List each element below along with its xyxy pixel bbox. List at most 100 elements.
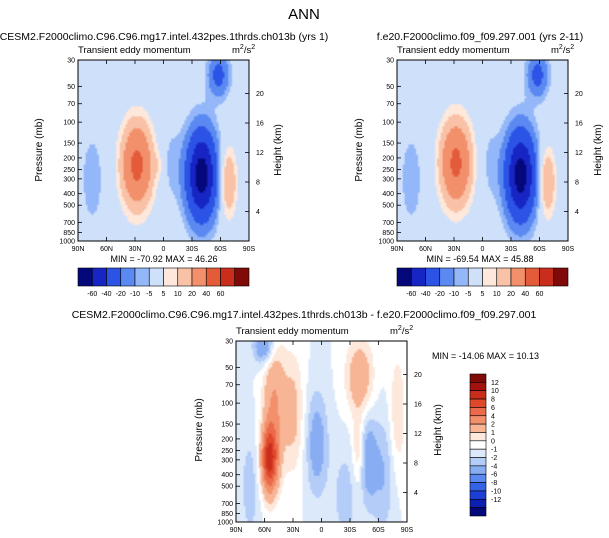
y-tick-label: 200 bbox=[382, 155, 394, 162]
colorbar-label: -5 bbox=[146, 291, 152, 298]
panel-difference: CESM2.F2000climo.C96.C96.mg17.intel.432p… bbox=[72, 309, 539, 534]
y-tick-label: 30 bbox=[225, 339, 233, 346]
contour-field bbox=[397, 60, 568, 241]
y-tick-label: 150 bbox=[221, 422, 233, 429]
colorbar-label: 4 bbox=[491, 413, 495, 420]
colorbar-swatch bbox=[148, 267, 164, 287]
y-tick-label: 700 bbox=[63, 220, 75, 227]
colorbar-label: 5 bbox=[162, 291, 166, 298]
y2-tick-label: 8 bbox=[256, 180, 260, 187]
y-tick-label: 700 bbox=[382, 220, 394, 227]
panel-reference-ylabel: Pressure (mb) bbox=[354, 118, 365, 181]
colorbar-label: -60 bbox=[87, 291, 97, 298]
colorbar-swatch bbox=[482, 267, 498, 287]
y-tick-label: 700 bbox=[221, 501, 233, 508]
colorbar-top: -60 -40 -20 -10 -5 5 10 20 40 60 -60 -40 -20 -10 -5 5 10… bbox=[77, 267, 569, 298]
colorbar-swatch bbox=[106, 267, 122, 287]
colorbar-label: 60 bbox=[536, 291, 544, 298]
figure-title: ANN bbox=[288, 6, 320, 23]
y2-tick-label: 16 bbox=[575, 121, 583, 128]
colorbar-label: -12 bbox=[491, 497, 501, 504]
panel-reference-units: m2/s2 bbox=[551, 44, 574, 56]
panel-reference-stats: MIN = -69.54 MAX = 45.88 bbox=[426, 254, 533, 264]
y2-tick-label: 12 bbox=[414, 431, 422, 438]
contour-field bbox=[78, 60, 249, 241]
colorbar-label: 20 bbox=[188, 291, 196, 298]
colorbar-swatch bbox=[467, 267, 483, 287]
colorbar-swatch bbox=[120, 267, 136, 287]
panel-test-y2label: Height (km) bbox=[273, 124, 284, 176]
colorbar-swatch bbox=[469, 407, 487, 417]
y2-tick-label: 16 bbox=[256, 121, 264, 128]
colorbar-swatch bbox=[469, 423, 487, 433]
colorbar-label: -8 bbox=[491, 480, 497, 487]
colorbar-label: 1 bbox=[491, 430, 495, 437]
colorbar-swatch bbox=[524, 267, 540, 287]
colorbar-swatch bbox=[469, 373, 487, 383]
colorbar-swatch bbox=[91, 267, 107, 287]
colorbar-swatch bbox=[163, 267, 179, 287]
panel-test-stats: MIN = -70.92 MAX = 46.26 bbox=[110, 254, 217, 264]
y2-tick-label: 20 bbox=[256, 91, 264, 98]
colorbar-label: -20 bbox=[435, 291, 445, 298]
x-tick-label: 90S bbox=[562, 246, 575, 253]
x-tick-label: 90S bbox=[401, 527, 414, 534]
y-tick-label: 1000 bbox=[217, 520, 233, 527]
x-tick-label: 30N bbox=[287, 527, 300, 534]
x-tick-label: 60S bbox=[533, 246, 546, 253]
x-tick-label: 60S bbox=[214, 246, 227, 253]
y2-tick-label: 4 bbox=[256, 209, 260, 216]
colorbar-swatch bbox=[177, 267, 193, 287]
colorbar-label: 10 bbox=[491, 388, 499, 395]
y-tick-label: 200 bbox=[221, 436, 233, 443]
y-tick-label: 150 bbox=[63, 141, 75, 148]
y-tick-label: 50 bbox=[225, 365, 233, 372]
panel-test-case-label: CESM2.F2000climo.C96.C96.mg17.intel.432p… bbox=[0, 31, 328, 43]
panel-test-units: m2/s2 bbox=[232, 44, 255, 56]
y-tick-label: 500 bbox=[382, 203, 394, 210]
panel-reference-title: Transient eddy momentum bbox=[397, 45, 510, 56]
colorbar-label: -6 bbox=[491, 472, 497, 479]
colorbar-label: 12 bbox=[491, 380, 499, 387]
panel-test: CESM2.F2000climo.C96.C96.mg17.intel.432p… bbox=[0, 31, 328, 264]
colorbar-label: 2 bbox=[491, 422, 495, 429]
colorbar-label: 8 bbox=[491, 397, 495, 404]
y-tick-label: 850 bbox=[382, 230, 394, 237]
colorbar-label: 60 bbox=[217, 291, 225, 298]
y-tick-label: 100 bbox=[63, 120, 75, 127]
colorbar-label: 10 bbox=[174, 291, 182, 298]
colorbar-label: 0 bbox=[491, 438, 495, 445]
colorbar-label: -10 bbox=[491, 488, 501, 495]
y2-tick-label: 4 bbox=[414, 490, 418, 497]
colorbar-swatch bbox=[469, 465, 487, 475]
x-tick-label: 60N bbox=[100, 246, 113, 253]
y2-tick-label: 12 bbox=[575, 150, 583, 157]
panel-reference: f.e20.F2000climo.f09_f09.297.001 (yrs 2-… bbox=[354, 31, 604, 264]
x-tick-label: 30N bbox=[129, 246, 142, 253]
y-tick-label: 250 bbox=[382, 167, 394, 174]
x-tick-label: 0 bbox=[320, 527, 324, 534]
colorbar-swatch bbox=[234, 267, 250, 287]
colorbar-swatch bbox=[425, 267, 441, 287]
colorbar-swatch bbox=[191, 267, 207, 287]
y-tick-label: 250 bbox=[221, 448, 233, 455]
y-tick-label: 1000 bbox=[378, 239, 394, 246]
x-tick-label: 30S bbox=[186, 246, 199, 253]
panel-difference-case-label: CESM2.F2000climo.C96.C96.mg17.intel.432p… bbox=[72, 309, 537, 321]
y-tick-label: 400 bbox=[382, 191, 394, 198]
colorbar-swatch bbox=[469, 490, 487, 500]
y2-tick-label: 20 bbox=[575, 91, 583, 98]
y-tick-label: 30 bbox=[386, 58, 394, 65]
y-tick-label: 100 bbox=[221, 401, 233, 408]
y-tick-label: 50 bbox=[386, 84, 394, 91]
colorbar-swatch bbox=[539, 267, 555, 287]
colorbar-swatch bbox=[553, 267, 569, 287]
x-tick-label: 90N bbox=[391, 246, 404, 253]
colorbar-label: -60 bbox=[406, 291, 416, 298]
y2-tick-label: 4 bbox=[575, 209, 579, 216]
panel-reference-case-label: f.e20.F2000climo.f09_f09.297.001 (yrs 2-… bbox=[377, 31, 583, 43]
colorbar-swatch bbox=[469, 382, 487, 392]
colorbar-swatch bbox=[439, 267, 455, 287]
